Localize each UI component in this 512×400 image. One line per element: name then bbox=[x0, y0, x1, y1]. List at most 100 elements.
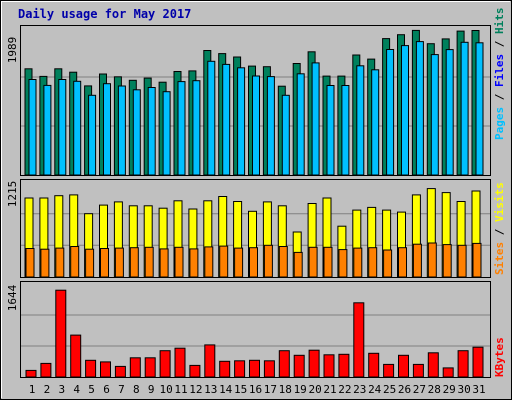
kbytes-bar bbox=[383, 363, 395, 378]
kbytes-bar bbox=[70, 334, 82, 378]
sites-bar bbox=[308, 246, 318, 278]
x-tick-label: 3 bbox=[58, 383, 65, 396]
x-tick-label: 20 bbox=[308, 383, 321, 396]
kbytes-bar bbox=[472, 346, 484, 378]
files-bar bbox=[88, 94, 97, 176]
kbytes-bar bbox=[263, 360, 275, 378]
x-tick-label: 11 bbox=[174, 383, 187, 396]
x-tick-label: 22 bbox=[338, 383, 351, 396]
x-tick-label: 10 bbox=[159, 383, 172, 396]
sites-bar bbox=[25, 248, 35, 278]
sites-bar bbox=[263, 244, 273, 278]
kbytes-bar bbox=[368, 352, 380, 378]
sites-bar bbox=[353, 247, 363, 278]
legend-sites: Sites bbox=[493, 242, 506, 275]
sites-bar bbox=[427, 242, 437, 278]
legend-visits: Visits bbox=[493, 182, 506, 222]
kbytes-bar bbox=[427, 352, 439, 378]
files-bar bbox=[415, 41, 424, 176]
sites-bar bbox=[85, 248, 95, 278]
legend-sep-2: / bbox=[493, 34, 506, 54]
kbytes-bar bbox=[353, 302, 365, 378]
legend-files: Files bbox=[493, 54, 506, 87]
bars bbox=[24, 29, 484, 378]
hits-ymax-label: 1989 bbox=[6, 37, 19, 64]
kbytes-bar bbox=[457, 350, 469, 378]
kbytes-ymax-label: 1644 bbox=[6, 284, 19, 311]
files-bar bbox=[281, 94, 290, 176]
visits-legend: Sites / Visits bbox=[493, 182, 506, 275]
files-bar bbox=[401, 45, 409, 176]
x-tick-label: 21 bbox=[323, 383, 336, 396]
kbytes-bar bbox=[234, 360, 246, 378]
sites-bar bbox=[293, 251, 303, 278]
x-tick-label: 4 bbox=[73, 383, 80, 396]
x-tick-label: 13 bbox=[204, 383, 217, 396]
kbytes-bar bbox=[129, 357, 141, 378]
kbytes-legend: KBytes bbox=[493, 337, 506, 377]
files-bar bbox=[475, 42, 484, 176]
sites-bar bbox=[368, 247, 378, 278]
legend-sep-3: / bbox=[493, 222, 506, 242]
files-bar bbox=[132, 89, 141, 176]
sites-bar bbox=[55, 247, 65, 278]
x-tick-label: 8 bbox=[133, 383, 140, 396]
kbytes-bar bbox=[174, 347, 186, 378]
sites-bar bbox=[338, 249, 348, 278]
files-bar bbox=[162, 91, 171, 176]
x-tick-label: 28 bbox=[428, 383, 441, 396]
kbytes-bar bbox=[25, 369, 37, 378]
files-bar bbox=[177, 81, 186, 176]
kbytes-bar bbox=[114, 365, 126, 378]
files-bar bbox=[311, 62, 320, 176]
x-tick-label: 31 bbox=[472, 383, 485, 396]
files-bar bbox=[73, 80, 82, 176]
legend-sep-1: / bbox=[493, 87, 506, 107]
kbytes-bar bbox=[40, 362, 52, 378]
x-tick-label: 7 bbox=[118, 383, 125, 396]
files-bar bbox=[356, 65, 365, 176]
sites-bar bbox=[472, 242, 482, 278]
x-tick-label: 24 bbox=[368, 383, 382, 396]
kbytes-bar bbox=[55, 289, 67, 378]
kbytes-bar bbox=[442, 367, 454, 378]
sites-bar bbox=[383, 249, 393, 278]
x-tick-label: 14 bbox=[219, 383, 233, 396]
files-bar bbox=[430, 54, 439, 176]
legend-pages: Pages bbox=[493, 107, 506, 140]
kbytes-bar bbox=[412, 363, 424, 378]
sites-bar bbox=[40, 248, 50, 278]
sites-bar bbox=[174, 246, 184, 278]
x-tick-label: 23 bbox=[353, 383, 366, 396]
x-tick-label: 27 bbox=[413, 383, 426, 396]
files-bar bbox=[222, 63, 231, 176]
files-bar bbox=[147, 87, 156, 176]
files-bar bbox=[252, 75, 260, 176]
x-tick-label: 9 bbox=[148, 383, 155, 396]
files-bar bbox=[445, 49, 454, 176]
sites-bar bbox=[234, 247, 244, 278]
files-bar bbox=[371, 69, 380, 176]
sites-bar bbox=[442, 244, 452, 278]
kbytes-bar bbox=[219, 360, 231, 378]
chart-title: Daily usage for May 2017 bbox=[18, 7, 191, 21]
x-tick-label: 5 bbox=[88, 383, 95, 396]
kbytes-bar bbox=[249, 359, 260, 378]
visits-ymax-label: 1215 bbox=[6, 181, 19, 208]
x-tick-label: 30 bbox=[457, 383, 470, 396]
kbytes-bar bbox=[293, 354, 305, 378]
files-bar bbox=[43, 84, 52, 176]
kbytes-bar bbox=[100, 361, 111, 378]
sites-bar bbox=[100, 248, 109, 278]
x-tick-label: 16 bbox=[249, 383, 262, 396]
files-bar bbox=[386, 49, 395, 176]
sites-bar bbox=[114, 247, 124, 278]
kbytes-bar bbox=[85, 359, 97, 378]
files-bar bbox=[207, 60, 216, 176]
x-tick-label: 1 bbox=[29, 383, 36, 396]
kbytes-bar bbox=[159, 350, 171, 378]
kbytes-bar bbox=[189, 364, 201, 378]
sites-bar bbox=[159, 248, 169, 278]
files-bar bbox=[326, 85, 335, 176]
